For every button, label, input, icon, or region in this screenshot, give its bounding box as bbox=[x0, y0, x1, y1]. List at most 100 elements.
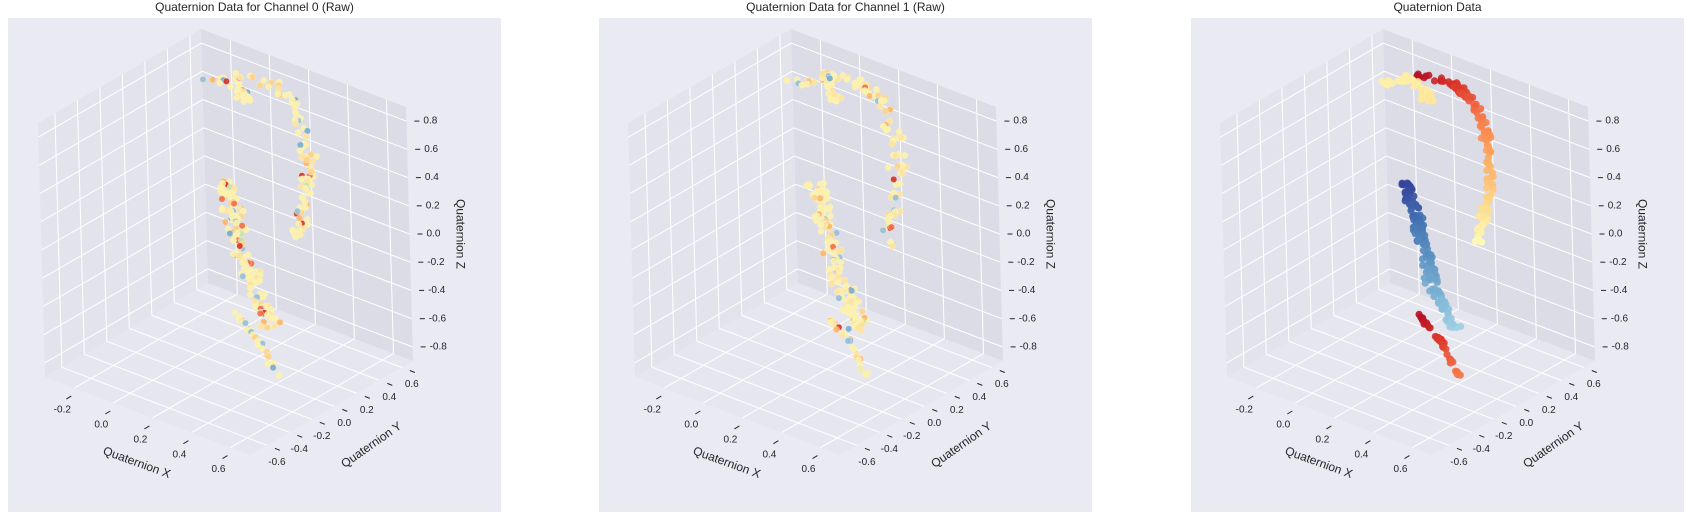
grid-line-z bbox=[201, 42, 407, 122]
data-point bbox=[269, 364, 277, 372]
tick-mark bbox=[887, 434, 893, 438]
tick-mark bbox=[1569, 382, 1575, 386]
grid-line-y bbox=[1378, 289, 1584, 368]
y-tick-label: 0.0 bbox=[927, 418, 941, 429]
tick-mark bbox=[342, 408, 348, 412]
grid-line-y bbox=[1243, 366, 1450, 446]
data-point bbox=[884, 164, 892, 172]
grid-line-z bbox=[207, 268, 413, 348]
grid-line-z bbox=[38, 70, 203, 166]
grid-line-x bbox=[664, 293, 828, 389]
y-tick-label: -0.4 bbox=[291, 444, 309, 455]
grid-line-z bbox=[42, 183, 206, 279]
data-point bbox=[1422, 72, 1430, 80]
y-tick-label: 0.2 bbox=[360, 405, 374, 416]
grid-line-z bbox=[1224, 211, 1389, 307]
grid-line-y bbox=[741, 314, 947, 394]
y-tick-label: 0.0 bbox=[1519, 418, 1533, 429]
data-point bbox=[851, 83, 859, 91]
data-point bbox=[1415, 235, 1423, 243]
grid-line-x bbox=[1334, 323, 1498, 419]
y-tick-label: -0.2 bbox=[1495, 431, 1513, 442]
tick-mark bbox=[183, 440, 189, 445]
tick-mark bbox=[1287, 410, 1293, 415]
data-point bbox=[1438, 305, 1447, 313]
x-tick-label: 0.6 bbox=[1394, 464, 1408, 475]
data-point bbox=[888, 242, 896, 250]
data-point bbox=[264, 83, 272, 91]
tick-mark bbox=[319, 421, 325, 425]
data-point bbox=[1442, 345, 1450, 353]
y-tick-label: 0.6 bbox=[1587, 379, 1601, 390]
data-point bbox=[231, 308, 239, 316]
z-tick-label: 0.0 bbox=[427, 229, 441, 240]
tick-mark bbox=[274, 447, 281, 451]
data-point bbox=[271, 315, 279, 322]
data-point bbox=[862, 371, 869, 378]
grid-line-z bbox=[42, 211, 207, 307]
tick-mark bbox=[1591, 370, 1597, 373]
data-point bbox=[854, 324, 862, 332]
grid-line-y bbox=[674, 353, 880, 433]
grid-line-x bbox=[1373, 338, 1537, 434]
data-point bbox=[263, 324, 271, 331]
data-point bbox=[886, 212, 894, 220]
tick-mark bbox=[1326, 425, 1332, 430]
grid-line-y bbox=[719, 327, 925, 407]
data-point bbox=[1415, 204, 1423, 212]
data-point bbox=[296, 214, 303, 222]
data-point bbox=[1407, 207, 1415, 215]
data-point bbox=[1485, 207, 1493, 215]
chart-title: Quaternion Data for Channel 0 (Raw) bbox=[155, 0, 354, 14]
data-point bbox=[819, 249, 827, 257]
data-point bbox=[838, 331, 846, 339]
y-tick-label: 0.6 bbox=[405, 379, 419, 390]
data-point bbox=[218, 195, 226, 203]
data-point bbox=[1411, 224, 1419, 232]
data-point bbox=[289, 226, 297, 234]
data-point bbox=[235, 253, 243, 260]
tick-mark bbox=[1501, 421, 1507, 425]
floor-pane bbox=[1227, 283, 1595, 455]
data-point bbox=[1410, 82, 1418, 91]
data-point bbox=[246, 291, 254, 299]
x-tick-label: 0.0 bbox=[684, 420, 698, 431]
data-point bbox=[888, 223, 895, 231]
data-point bbox=[307, 150, 315, 158]
data-point bbox=[274, 90, 282, 98]
z-tick-label: -0.8 bbox=[1020, 342, 1038, 353]
tick-mark bbox=[999, 370, 1005, 373]
data-point bbox=[1456, 371, 1464, 379]
z-tick-label: 0.6 bbox=[1606, 144, 1620, 155]
data-point bbox=[1475, 212, 1483, 220]
data-point bbox=[236, 242, 244, 250]
x-tick-label: -0.2 bbox=[1236, 405, 1254, 416]
data-point bbox=[890, 175, 898, 183]
grid-line-z bbox=[631, 155, 795, 251]
x-tick-label: 0.2 bbox=[1315, 435, 1329, 446]
data-point bbox=[898, 167, 906, 175]
grid-line-y bbox=[764, 301, 970, 381]
x-tick-label: 0.0 bbox=[94, 420, 108, 431]
tick-mark bbox=[1248, 395, 1254, 400]
data-point bbox=[881, 107, 889, 115]
x-tick-label: 0.4 bbox=[762, 449, 776, 460]
grid-line-y bbox=[196, 289, 402, 368]
z-axis-label: Quaternion Z bbox=[1044, 199, 1058, 269]
data-point bbox=[296, 141, 304, 149]
data-point bbox=[835, 294, 843, 302]
x-tick-label: 0.6 bbox=[802, 464, 816, 475]
data-point bbox=[275, 372, 283, 379]
grid-line-z bbox=[1221, 99, 1386, 195]
data-point bbox=[817, 228, 825, 235]
y-tick-label: 0.4 bbox=[1564, 392, 1578, 403]
grid-line-z bbox=[203, 127, 409, 207]
tick-mark bbox=[1365, 440, 1371, 445]
y-tick-label: -0.6 bbox=[858, 457, 876, 468]
x-tick-label: 0.4 bbox=[172, 449, 186, 460]
data-point bbox=[216, 79, 224, 87]
chart-panel-1: -0.2 0.0 0.2 0.4 0.6 -0.6 -0.4 -0.2 0.0 0.2 0.4 0.6… bbox=[599, 0, 1092, 512]
data-point bbox=[1398, 181, 1406, 189]
grid-line-y bbox=[1333, 314, 1539, 394]
data-point bbox=[842, 283, 849, 291]
